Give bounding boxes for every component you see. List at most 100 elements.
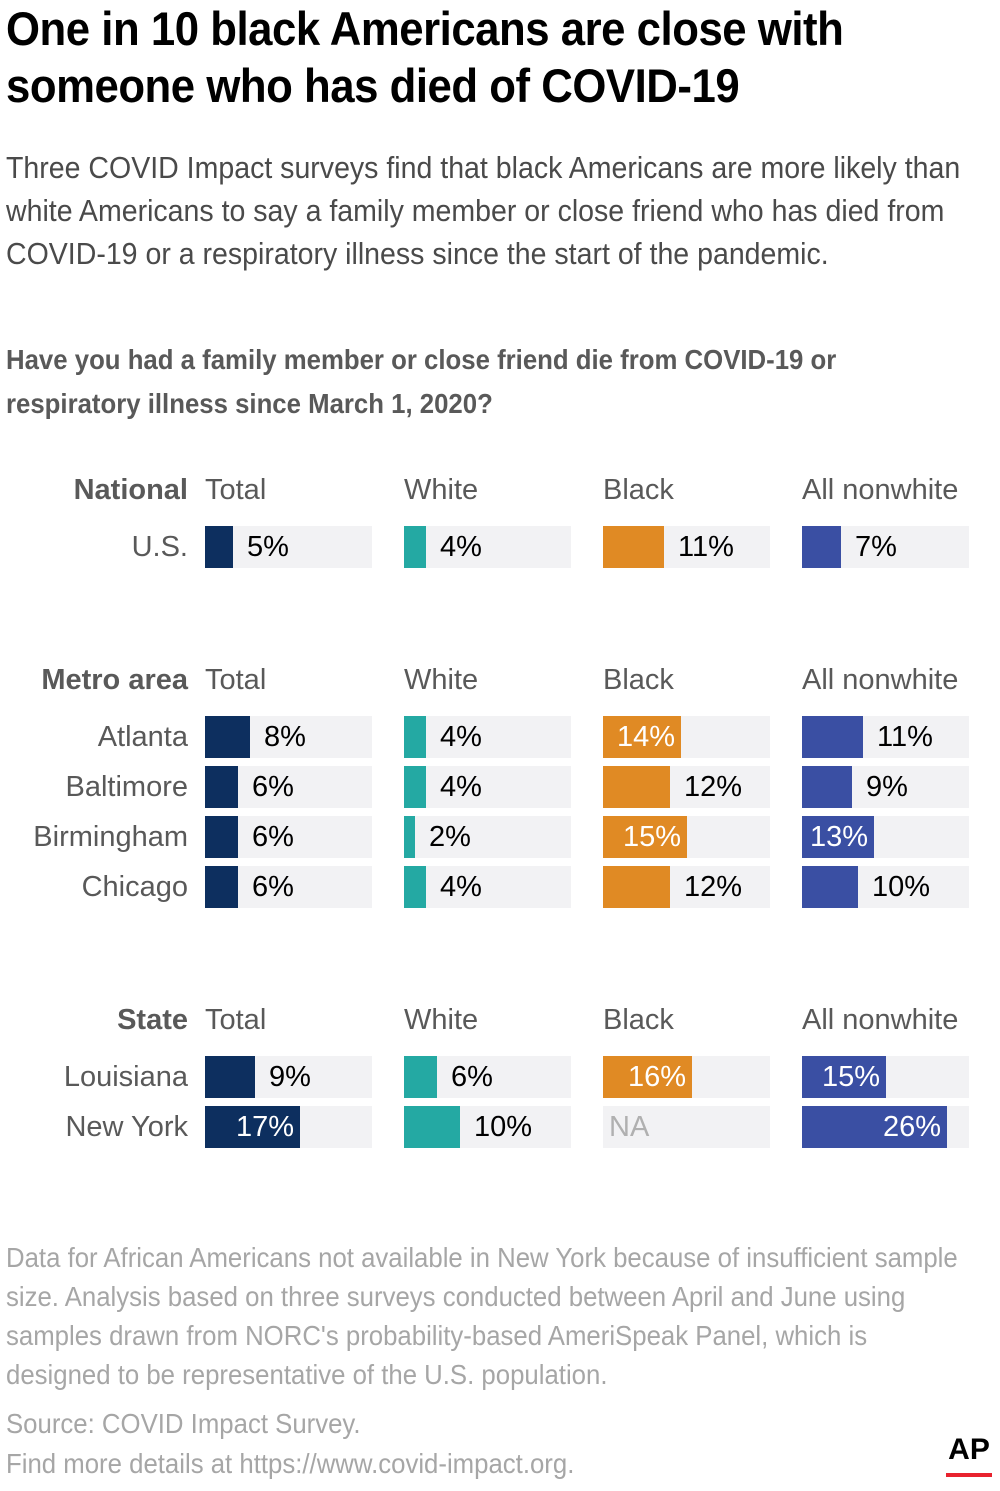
bar: [603, 766, 670, 808]
value-label: 10%: [474, 1111, 533, 1143]
bar: [802, 766, 852, 808]
column-header-total: Total: [205, 664, 267, 696]
column-header-black: Black: [603, 474, 674, 506]
row-label: Louisiana: [63, 1061, 188, 1093]
value-label: 4%: [440, 871, 482, 903]
bar: [603, 716, 681, 758]
bar: [404, 716, 426, 758]
bar-cell-black: 12%: [603, 866, 770, 908]
value-label: 13%: [809, 821, 868, 853]
row-label: Birmingham: [33, 821, 188, 853]
column-header-white: White: [404, 1004, 479, 1036]
value-label: 16%: [627, 1061, 686, 1093]
bar: [205, 716, 250, 758]
survey-question: Have you had a family member or close fr…: [6, 344, 837, 419]
bar-cell-all-nonwhite: 10%: [802, 866, 969, 908]
value-label: 17%: [235, 1111, 294, 1143]
ap-logo: AP: [948, 1433, 990, 1466]
bar: [802, 866, 858, 908]
bar-cell-total: 5%: [205, 526, 372, 568]
row-label: Baltimore: [65, 771, 189, 803]
column-header-total: Total: [205, 1004, 267, 1036]
bar-cell-total: 6%: [205, 816, 372, 858]
value-label: 11%: [678, 531, 734, 563]
column-header-black: Black: [603, 1004, 674, 1036]
bar: [205, 526, 233, 568]
bar-cell-black: 11%: [603, 526, 770, 568]
value-label: 6%: [252, 871, 294, 903]
source-block: Source: COVID Impact Survey. Find more d…: [6, 1404, 834, 1484]
bar-cell-white: 2%: [404, 816, 571, 858]
bar-cell-all-nonwhite: 15%: [802, 1056, 969, 1098]
row-label: U.S.: [131, 531, 188, 563]
value-label: 11%: [877, 721, 933, 753]
bar-cell-total: 9%: [205, 1056, 372, 1098]
bar-cell-total: 17%: [205, 1106, 372, 1148]
bar: [802, 816, 874, 858]
bar: [404, 1056, 437, 1098]
value-label: 4%: [440, 531, 482, 563]
bar-cell-white: 4%: [404, 766, 571, 808]
bar: [205, 1056, 255, 1098]
ap-logo-underline: [946, 1473, 992, 1477]
bar: [802, 526, 841, 568]
value-label: 5%: [247, 531, 289, 563]
bar-cell-all-nonwhite: 26%: [802, 1106, 969, 1148]
column-header-all-nonwhite: All nonwhite: [802, 474, 959, 506]
value-label: 12%: [684, 771, 743, 803]
bar-cell-white: 6%: [404, 1056, 571, 1098]
bar: [802, 716, 863, 758]
bar: [404, 526, 426, 568]
value-label: 12%: [684, 871, 743, 903]
value-label: NA: [609, 1111, 650, 1143]
bar-cell-total: 8%: [205, 716, 372, 758]
bar: [205, 816, 238, 858]
row-label: Atlanta: [97, 721, 188, 753]
value-label: 15%: [821, 1061, 880, 1093]
row-label: Chicago: [81, 871, 188, 903]
group-label: Metro area: [41, 664, 188, 696]
bar: [205, 766, 238, 808]
bar: [205, 866, 238, 908]
bar-cell-all-nonwhite: 11%: [802, 716, 969, 758]
bar: [603, 866, 670, 908]
bar: [404, 866, 426, 908]
value-label: 7%: [855, 531, 897, 563]
column-header-black: Black: [603, 664, 674, 696]
value-label: 6%: [252, 821, 294, 853]
bar-cell-all-nonwhite: 13%: [802, 816, 969, 858]
bar-cell-black: NA: [603, 1106, 770, 1148]
value-label: 9%: [866, 771, 908, 803]
bar-cell-white: 4%: [404, 866, 571, 908]
bar-cell-total: 6%: [205, 866, 372, 908]
column-header-white: White: [404, 474, 479, 506]
bar-cell-black: 12%: [603, 766, 770, 808]
details-line: Find more details at https://www.covid-i…: [6, 1448, 575, 1479]
bar-cell-black: 15%: [603, 816, 770, 858]
value-label: 14%: [616, 721, 675, 753]
bar-cell-white: 4%: [404, 526, 571, 568]
value-label: 2%: [429, 821, 471, 853]
column-header-all-nonwhite: All nonwhite: [802, 664, 959, 696]
bar: [404, 816, 415, 858]
bar-cell-all-nonwhite: 7%: [802, 526, 969, 568]
bar: [603, 526, 664, 568]
column-header-all-nonwhite: All nonwhite: [802, 1004, 959, 1036]
bar: [603, 1056, 692, 1098]
source-line: Source: COVID Impact Survey.: [6, 1408, 361, 1439]
row-label: New York: [65, 1111, 188, 1143]
bar-cell-total: 6%: [205, 766, 372, 808]
chart-title: One in 10 black Americans are close with…: [6, 2, 844, 112]
group-label: State: [117, 1004, 188, 1036]
footnote: Data for African Americans not available…: [6, 1242, 958, 1390]
value-label: 8%: [264, 721, 306, 753]
column-header-white: White: [404, 664, 479, 696]
value-label: 9%: [269, 1061, 311, 1093]
value-label: 6%: [252, 771, 294, 803]
bar-cell-all-nonwhite: 9%: [802, 766, 969, 808]
value-label: 10%: [872, 871, 931, 903]
bar: [802, 1106, 947, 1148]
bar: [404, 1106, 460, 1148]
bar: [205, 1106, 300, 1148]
bar-cell-white: 4%: [404, 716, 571, 758]
